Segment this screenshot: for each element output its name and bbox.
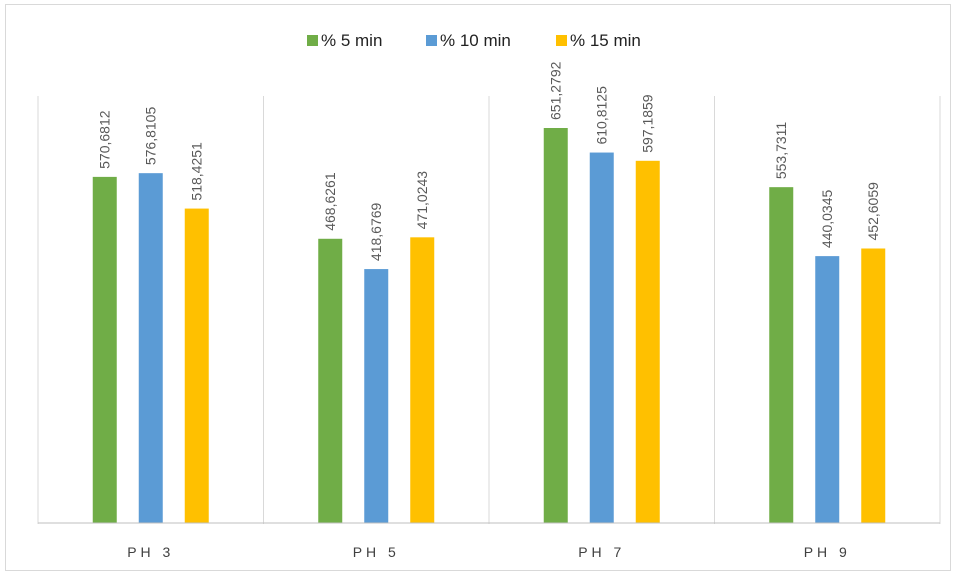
category-label: PH 5 — [353, 544, 400, 560]
data-label: 651,2792 — [548, 61, 564, 120]
legend: % 5 min % 10 min % 15 min — [307, 31, 641, 50]
category-labels: PH 3 PH 5 PH 7 PH 9 — [127, 544, 851, 560]
bar-ph9-series-3 — [861, 248, 886, 524]
legend-label: % 5 min — [321, 31, 382, 50]
bar-ph3-series-3 — [184, 208, 209, 523]
bar-ph9-series-1 — [769, 187, 794, 523]
bar-ph3-series-1 — [92, 176, 117, 524]
legend-label: % 15 min — [570, 31, 641, 50]
data-label: 418,6769 — [368, 202, 384, 261]
data-label: 570,6812 — [97, 110, 113, 169]
bars — [92, 127, 886, 524]
data-label: 610,8125 — [594, 86, 610, 145]
data-label: 440,0345 — [819, 190, 835, 249]
data-label: 597,1859 — [640, 94, 656, 153]
data-label: 576,8105 — [143, 107, 159, 166]
bar-ph5-series-2 — [364, 269, 389, 523]
bar-ph3-series-2 — [138, 173, 163, 523]
data-label: 518,4251 — [189, 142, 205, 201]
bar-ph9-series-2 — [815, 256, 840, 523]
category-label: PH 9 — [804, 544, 851, 560]
category-label: PH 3 — [127, 544, 174, 560]
data-label: 553,7311 — [773, 122, 789, 180]
legend-label: % 10 min — [440, 31, 511, 50]
legend-swatch — [556, 35, 567, 46]
bar-ph7-series-3 — [635, 160, 660, 523]
legend-swatch — [426, 35, 437, 46]
bar-ph7-series-1 — [543, 127, 568, 523]
category-label: PH 7 — [578, 544, 625, 560]
data-label: 471,0243 — [414, 171, 430, 230]
bar-ph5-series-1 — [318, 238, 343, 524]
data-label: 468,6261 — [322, 172, 338, 231]
data-labels: 570,6812 576,8105 518,4251 468,6261 418,6769… — [97, 61, 882, 261]
bar-ph7-series-2 — [589, 152, 614, 523]
bar-ph5-series-3 — [410, 237, 435, 523]
legend-swatch — [307, 35, 318, 46]
data-label: 452,6059 — [865, 182, 881, 241]
category-separators — [37, 96, 941, 524]
